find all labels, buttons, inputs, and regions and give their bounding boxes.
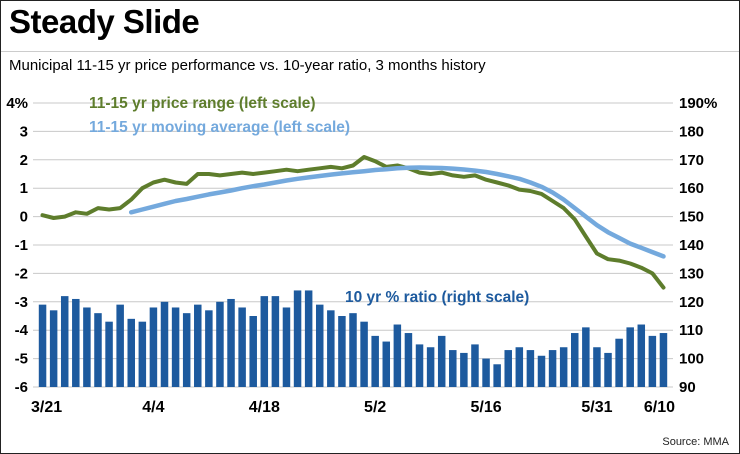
- left-axis-tick-label: 1: [20, 180, 28, 197]
- ratio-bar: [315, 304, 324, 387]
- ratio-bar: [194, 304, 202, 387]
- moving-average-line: [128, 165, 666, 259]
- ratio-bar: [626, 327, 634, 387]
- left-axis-tick-label: 3: [20, 123, 28, 140]
- ratio-bar: [548, 350, 557, 387]
- right-axis-tick-label: 190%: [679, 95, 717, 112]
- ratio-bar: [60, 296, 69, 387]
- ratio-bar: [637, 324, 646, 387]
- page-title: Steady Slide: [9, 3, 200, 40]
- ratio-bar: [449, 350, 457, 387]
- legend-ratio-bars: 10 yr % ratio (right scale): [345, 289, 530, 306]
- ratio-bar: [171, 307, 180, 387]
- ratio-bar: [182, 313, 191, 387]
- ratio-bar: [238, 307, 246, 387]
- x-axis-tick-label: 5/2: [364, 399, 386, 416]
- ratio-bar: [327, 310, 335, 387]
- left-axis-tick-label: 4%: [6, 95, 28, 112]
- ratio-bar: [105, 321, 113, 387]
- left-axis-tick-label: 0: [20, 209, 28, 226]
- chart-subtitle: Municipal 11-15 yr price performance vs.…: [9, 57, 486, 74]
- left-axis-tick-label: -3: [15, 294, 28, 311]
- ratio-bar: [493, 364, 501, 387]
- ratio-bar: [304, 290, 313, 387]
- ratio-bar: [404, 333, 413, 387]
- ratio-bar: [349, 313, 357, 387]
- left-axis-tick-label: -1: [15, 237, 28, 254]
- source-credit: Source: MMA: [662, 436, 729, 448]
- right-axis-tick-label: 90: [679, 379, 696, 396]
- ratio-bar: [205, 310, 213, 387]
- ratio-bar: [371, 335, 379, 387]
- x-axis-tick-label: 5/31: [581, 399, 612, 416]
- x-axis-tick-label: 4/4: [142, 399, 164, 416]
- ratio-bar: [393, 324, 402, 387]
- right-axis-tick-label: 180: [679, 123, 704, 140]
- ratio-bar: [360, 321, 368, 387]
- left-axis-tick-label: 2: [20, 152, 28, 169]
- right-axis-tick-label: 170: [679, 152, 704, 169]
- ratio-bar: [604, 352, 612, 387]
- x-axis-tick-label: 3/21: [31, 399, 62, 416]
- ratio-bar: [482, 358, 490, 387]
- ratio-bar: [382, 341, 391, 387]
- right-axis-tick-label: 120: [679, 294, 704, 311]
- right-axis-tick-label: 160: [679, 180, 704, 197]
- ratio-bar: [571, 333, 579, 387]
- ratio-bar: [282, 307, 291, 387]
- price-range-line: [40, 155, 666, 290]
- ratio-bar: [471, 344, 479, 387]
- ratio-bar: [293, 290, 302, 387]
- ratio-bar: [83, 307, 91, 387]
- ratio-bar: [659, 333, 668, 387]
- ratio-bar: [49, 310, 58, 387]
- x-axis-tick-label: 6/10: [644, 399, 675, 416]
- left-axis-tick-label: -5: [15, 351, 28, 368]
- ratio-bar: [260, 296, 269, 387]
- combo-chart: 4% 3 2 1 0 -1 -2 -3 -4 -5 -6 190% 180 170 160 150 140 130…: [6, 95, 717, 416]
- title-divider: [1, 51, 739, 52]
- ratio-bar: [138, 321, 147, 387]
- ratio-bar: [160, 301, 169, 387]
- right-axis-tick-label: 150: [679, 209, 704, 226]
- right-axis-tick-label: 100: [679, 351, 704, 368]
- ratio-bar: [437, 335, 446, 387]
- left-axis-tick-label: -2: [15, 265, 28, 282]
- ratio-bar: [338, 316, 346, 387]
- ratio-bar: [526, 350, 535, 387]
- ratio-bar: [582, 327, 590, 387]
- left-axis-tick-label: -6: [15, 379, 28, 396]
- right-axis-tick-label: 140: [679, 237, 704, 254]
- ratio-bar: [537, 355, 546, 387]
- ratio-bar: [615, 338, 623, 387]
- ratio-bar: [426, 347, 435, 387]
- ratio-bar: [460, 352, 468, 387]
- ratio-bar: [504, 350, 512, 387]
- ratio-bar: [116, 304, 124, 387]
- ratio-bar: [648, 335, 657, 387]
- ratio-bar: [271, 296, 280, 387]
- ratio-bar: [94, 313, 102, 387]
- ratio-bar: [249, 316, 257, 387]
- ratio-bar: [515, 347, 524, 387]
- ratio-bar: [415, 344, 424, 387]
- ratio-bar: [72, 298, 80, 387]
- legend-price-range: 11-15 yr price range (left scale): [89, 95, 316, 112]
- ratio-bar: [38, 304, 47, 387]
- ratio-bar: [559, 347, 568, 387]
- ratio-bar: [593, 347, 601, 387]
- ratio-bar: [127, 318, 135, 387]
- right-axis-tick-label: 130: [679, 265, 704, 282]
- right-axis-tick-label: 110: [679, 322, 703, 339]
- x-axis-tick-label: 4/18: [249, 399, 280, 416]
- ratio-bar: [149, 307, 158, 387]
- left-axis-tick-label: -4: [15, 322, 29, 339]
- x-axis-tick-label: 5/16: [470, 399, 501, 416]
- ratio-bar: [216, 301, 224, 387]
- ratio-bar: [227, 298, 235, 387]
- legend-moving-average: 11-15 yr moving average (left scale): [89, 119, 351, 136]
